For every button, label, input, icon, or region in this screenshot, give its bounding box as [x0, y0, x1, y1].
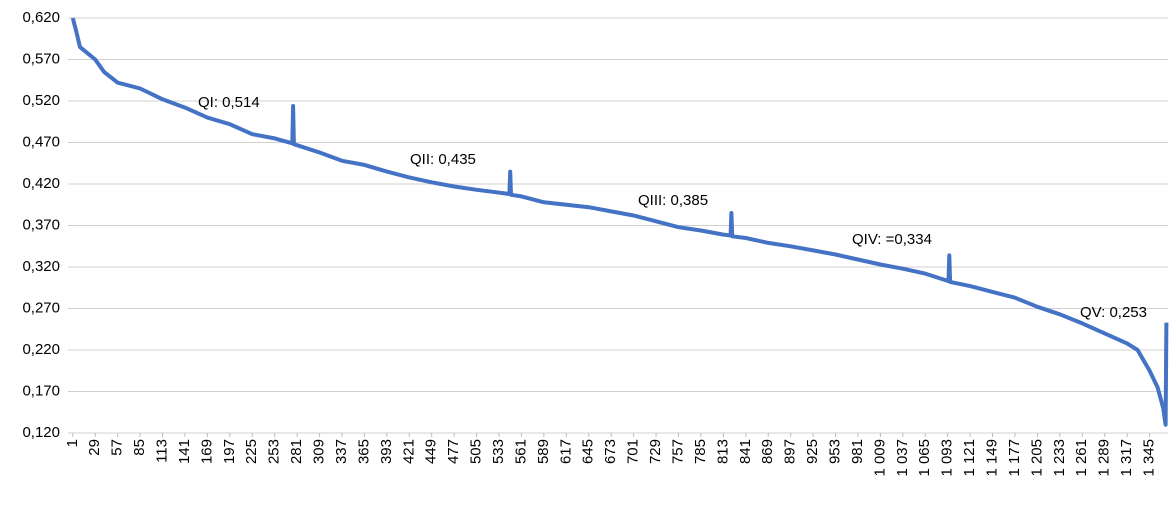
x-tick-label: 533 — [490, 439, 507, 464]
x-tick-label: 897 — [782, 439, 799, 464]
y-tick-label: 0,570 — [22, 50, 60, 67]
x-tick-label: 449 — [423, 439, 440, 464]
x-tick-label: 57 — [109, 439, 126, 456]
x-tick-label: 337 — [333, 439, 350, 464]
x-tick-label: 617 — [557, 439, 574, 464]
x-tick-label: 1 233 — [1051, 439, 1068, 477]
y-tick-label: 0,370 — [22, 216, 60, 233]
x-tick-label: 729 — [647, 439, 664, 464]
x-tick-label: 477 — [445, 439, 462, 464]
x-tick-label: 953 — [826, 439, 843, 464]
x-tick-label: 1 093 — [939, 439, 956, 477]
x-tick-label: 365 — [355, 439, 372, 464]
x-tick-label: 869 — [759, 439, 776, 464]
x-tick-label: 1 261 — [1073, 439, 1090, 477]
x-tick-label: 673 — [602, 439, 619, 464]
x-tick-label: 113 — [154, 439, 171, 463]
x-tick-label: 421 — [400, 439, 417, 464]
x-tick-label: 589 — [535, 439, 552, 464]
x-tick-label: 813 — [714, 439, 731, 464]
x-tick-label: 505 — [468, 439, 485, 464]
annotation: QIV: =0,334 — [852, 231, 932, 248]
y-tick-label: 0,120 — [22, 424, 60, 441]
x-tick-label: 253 — [266, 439, 283, 464]
x-tick-label: 1 317 — [1118, 439, 1135, 477]
x-tick-label: 141 — [176, 439, 193, 464]
x-tick-label: 197 — [221, 439, 238, 464]
y-tick-label: 0,170 — [22, 382, 60, 399]
x-tick-label: 925 — [804, 439, 821, 464]
x-tick-label: 561 — [512, 439, 529, 464]
x-tick-label: 281 — [288, 439, 305, 464]
x-tick-label: 1 205 — [1028, 439, 1045, 477]
annotation: QI: 0,514 — [198, 94, 260, 111]
x-tick-label: 85 — [131, 439, 148, 456]
annotation: QV: 0,253 — [1080, 304, 1147, 321]
y-tick-label: 0,470 — [22, 133, 60, 150]
x-tick-label: 1 009 — [871, 439, 888, 477]
x-tick-label: 1 121 — [961, 439, 978, 477]
annotation: QIII: 0,385 — [638, 192, 708, 209]
x-tick-label: 1 037 — [894, 439, 911, 477]
x-tick-label: 785 — [692, 439, 709, 464]
x-tick-label: 1 177 — [1006, 439, 1023, 477]
annotation: QII: 0,435 — [410, 151, 476, 168]
x-tick-label: 841 — [737, 439, 754, 464]
x-tick-label: 309 — [311, 439, 328, 464]
y-tick-label: 0,520 — [22, 92, 60, 109]
x-tick-label: 981 — [849, 439, 866, 464]
x-tick-label: 645 — [580, 439, 597, 464]
x-tick-label: 1 065 — [916, 439, 933, 477]
x-tick-label: 1 345 — [1141, 439, 1158, 477]
y-tick-label: 0,620 — [22, 9, 60, 26]
x-tick-label: 1 289 — [1096, 439, 1113, 477]
x-tick-label: 29 — [86, 439, 103, 456]
line — [70, 17, 1169, 427]
y-tick-label: 0,320 — [22, 258, 60, 275]
x-tick-label: 1 149 — [984, 439, 1001, 477]
y-tick-label: 0,270 — [22, 299, 60, 316]
y-tick-label: 0,420 — [22, 175, 60, 192]
x-tick-label: 169 — [198, 439, 215, 464]
x-tick-label: 757 — [669, 439, 686, 464]
x-tick-label: 1 — [64, 439, 81, 447]
x-tick-label: 393 — [378, 439, 395, 464]
x-tick-label: 225 — [243, 439, 260, 464]
x-tick-label: 701 — [625, 439, 642, 464]
y-tick-label: 0,220 — [22, 341, 60, 358]
